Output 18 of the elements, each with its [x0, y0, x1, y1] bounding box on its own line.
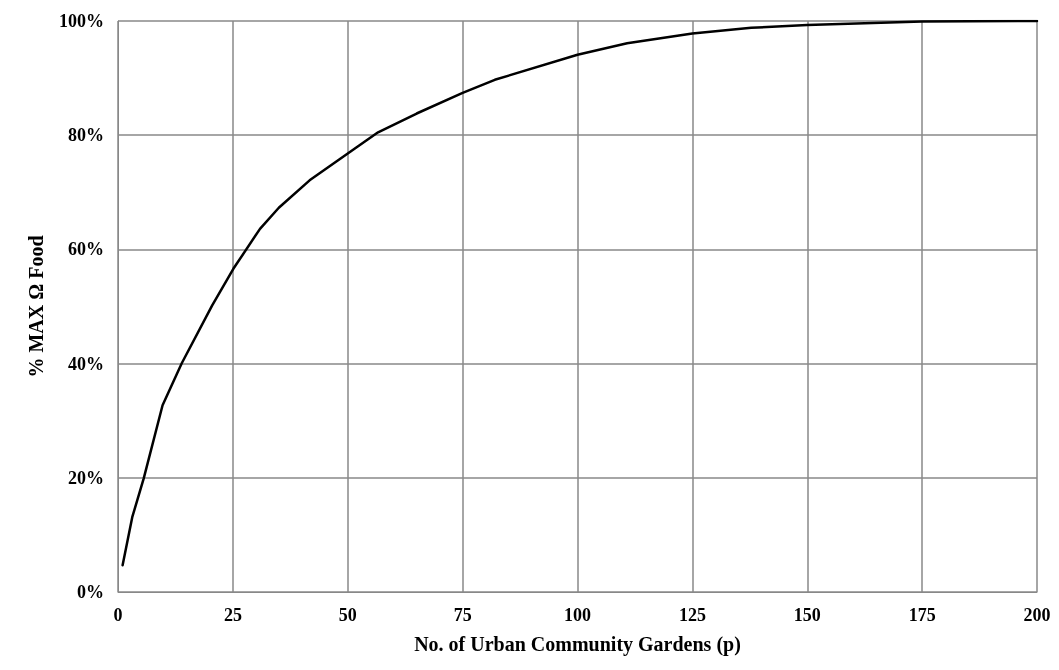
x-tick-label: 125 — [678, 605, 706, 625]
x-tick-label: 0 — [113, 605, 123, 625]
y-tick-label: 0% — [77, 582, 104, 602]
x-tick-label: 75 — [453, 605, 472, 625]
x-tick-label: 200 — [1023, 605, 1051, 625]
y-tick-label: 20% — [68, 467, 104, 488]
x-tick-label: 25 — [223, 605, 242, 625]
y-tick-label: 100% — [59, 11, 104, 31]
y-tick-label: 40% — [68, 353, 104, 374]
x-tick-label: 150 — [793, 605, 821, 625]
x-tick-label: 175 — [908, 605, 936, 625]
x-tick-label: 50 — [338, 605, 357, 625]
x-tick-label: 100 — [564, 605, 591, 625]
line-series — [121, 19, 1039, 567]
y-axis-title: % MAX Ω Food — [25, 235, 47, 378]
y-tick-label: 80% — [68, 125, 104, 146]
x-axis-title: No. of Urban Community Gardens (p) — [414, 633, 741, 656]
y-tick-label: 60% — [68, 239, 104, 260]
